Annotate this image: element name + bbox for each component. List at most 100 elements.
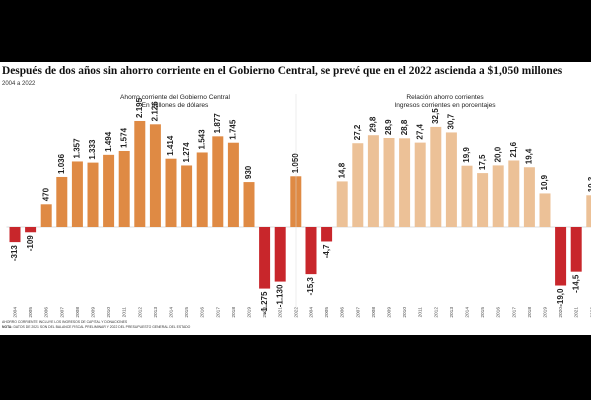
left-year-label-2011: 2011 [122,307,128,318]
charts-svg: -313 2004 -109 2005 470 2006 1.036 2007 1.357 200… [6,94,591,318]
left-bar-2008 [71,161,83,227]
left-bar-2016 [196,152,208,227]
left-year-label-2009: 2009 [91,307,97,318]
right-year-label-2011: 2011 [418,307,424,318]
right-value-label-2022: 10,3 [587,176,591,192]
headline: Después de dos años sin ahorro corriente… [2,65,563,77]
left-year-label-2004: 2004 [13,307,19,318]
left-year-label-2015: 2015 [184,307,190,318]
right-bar-2008 [367,135,379,227]
right-value-label-2013: 30,7 [447,113,456,129]
source-label: NOTA: [2,325,13,329]
right-value-label-2005: -4,7 [322,244,331,258]
source-text: DATOS DE 2021 SON DEL BALANCE FISCAL PRE… [13,325,191,329]
right-year-label-2013: 2013 [449,307,455,318]
left-bar-2010 [103,154,115,227]
right-value-label-2009: 28,9 [384,119,393,135]
right-value-label-2017: 21,6 [509,141,518,157]
right-year-label-2016: 2016 [496,307,502,318]
right-value-label-2018: 19,4 [525,148,534,164]
left-year-label-2022: 2022 [293,307,299,318]
left-value-label-2012: 2.195 [135,97,144,118]
right-bar-2010 [399,138,411,227]
left-value-label-2019: 930 [244,165,253,179]
left-year-label-2021: 2021 [278,307,284,318]
right-value-label-2006: 14,8 [337,162,346,178]
right-year-label-2017: 2017 [511,307,517,318]
left-chart-title-block: Ahorro corriente del Gobierno Central En… [55,94,295,110]
left-chart-title: Ahorro corriente del Gobierno Central [120,94,230,101]
left-value-label-2022: 1.050 [291,153,300,174]
right-year-label-2020: 2020 [558,307,564,318]
date-range: 2004 a 2022 [2,81,36,87]
left-value-label-2010: 1.494 [104,131,113,152]
left-year-label-2007: 2007 [59,307,65,318]
source-line-1: AHORRO CORRIENTE INCLUYE LOS INGRESOS DE… [2,320,128,324]
right-bar-2019 [539,193,551,227]
right-value-label-2007: 27,2 [353,124,362,140]
right-bar-2012 [430,126,442,227]
right-year-label-2004: 2004 [309,307,315,318]
right-value-label-2016: 20,0 [493,146,502,162]
chart-panel: Después de dos años sin ahorro corriente… [0,62,591,335]
right-bar-2013 [445,132,457,227]
right-chart-subtitle: Ingresos corrientes en porcentajes [394,102,496,109]
left-year-label-2008: 2008 [75,307,81,318]
left-year-label-2013: 2013 [153,307,159,318]
left-bar-2017 [212,136,224,227]
left-value-label-2009: 1.333 [88,139,97,160]
left-value-label-2017: 1.877 [213,113,222,134]
left-year-label-2019: 2019 [247,307,253,318]
right-year-label-2012: 2012 [433,307,439,318]
right-bar-2005 [321,227,333,242]
right-bar-2009 [383,137,395,227]
right-bar-2007 [352,143,364,227]
right-year-label-2022: 2022 [589,307,591,318]
left-value-label-2006: 470 [41,187,50,201]
right-year-label-2015: 2015 [480,307,486,318]
source-notes: AHORRO CORRIENTE INCLUYE LOS INGRESOS DE… [2,320,190,330]
left-bar-2004 [9,227,21,243]
left-bar-2011 [118,150,130,227]
right-value-label-2011: 27,4 [415,123,424,139]
left-bar-2006 [40,204,52,227]
left-bar-2007 [56,176,68,227]
left-bar-2013 [149,124,161,227]
left-value-label-2008: 1.357 [73,138,82,159]
left-year-label-2020: 2020 [262,307,268,318]
right-year-label-2010: 2010 [402,307,408,318]
right-bar-2016 [492,165,504,227]
left-value-label-2005: -109 [26,235,35,252]
right-bar-2018 [523,167,535,227]
right-value-label-2008: 29,8 [369,116,378,132]
right-bar-2017 [508,160,520,227]
left-value-label-2020: -1.275 [260,291,269,314]
left-bar-2009 [87,162,99,227]
left-year-label-2014: 2014 [169,307,175,318]
right-value-label-2014: 19,9 [462,147,471,163]
source-line-2: NOTA: DATOS DE 2021 SON DEL BALANCE FISC… [2,325,190,330]
left-value-label-2007: 1.036 [57,153,66,174]
left-year-label-2006: 2006 [44,307,50,318]
right-bar-2021 [570,227,582,272]
left-bar-2012 [134,120,146,227]
right-bar-2015 [477,173,489,227]
left-value-label-2011: 1.574 [119,127,128,148]
right-year-label-2005: 2005 [324,307,330,318]
right-year-label-2006: 2006 [340,307,346,318]
right-value-label-2004: -15,3 [306,277,315,296]
right-year-label-2018: 2018 [527,307,533,318]
right-value-label-2019: 10,9 [540,174,549,190]
right-year-label-2014: 2014 [465,307,471,318]
right-chart-title-block: Relación ahorro corrientes Ingresos corr… [300,94,590,110]
right-year-label-2008: 2008 [371,307,377,318]
right-value-label-2021: -14,5 [571,274,580,293]
left-value-label-2013: 2.126 [151,101,160,122]
right-bar-2022 [586,195,591,227]
left-value-label-2015: 1.274 [182,142,191,163]
left-bar-2005 [25,227,37,233]
right-value-label-2015: 17,5 [478,154,487,170]
left-year-label-2005: 2005 [28,307,34,318]
right-year-label-2021: 2021 [574,307,580,318]
left-bar-2021 [274,227,286,282]
